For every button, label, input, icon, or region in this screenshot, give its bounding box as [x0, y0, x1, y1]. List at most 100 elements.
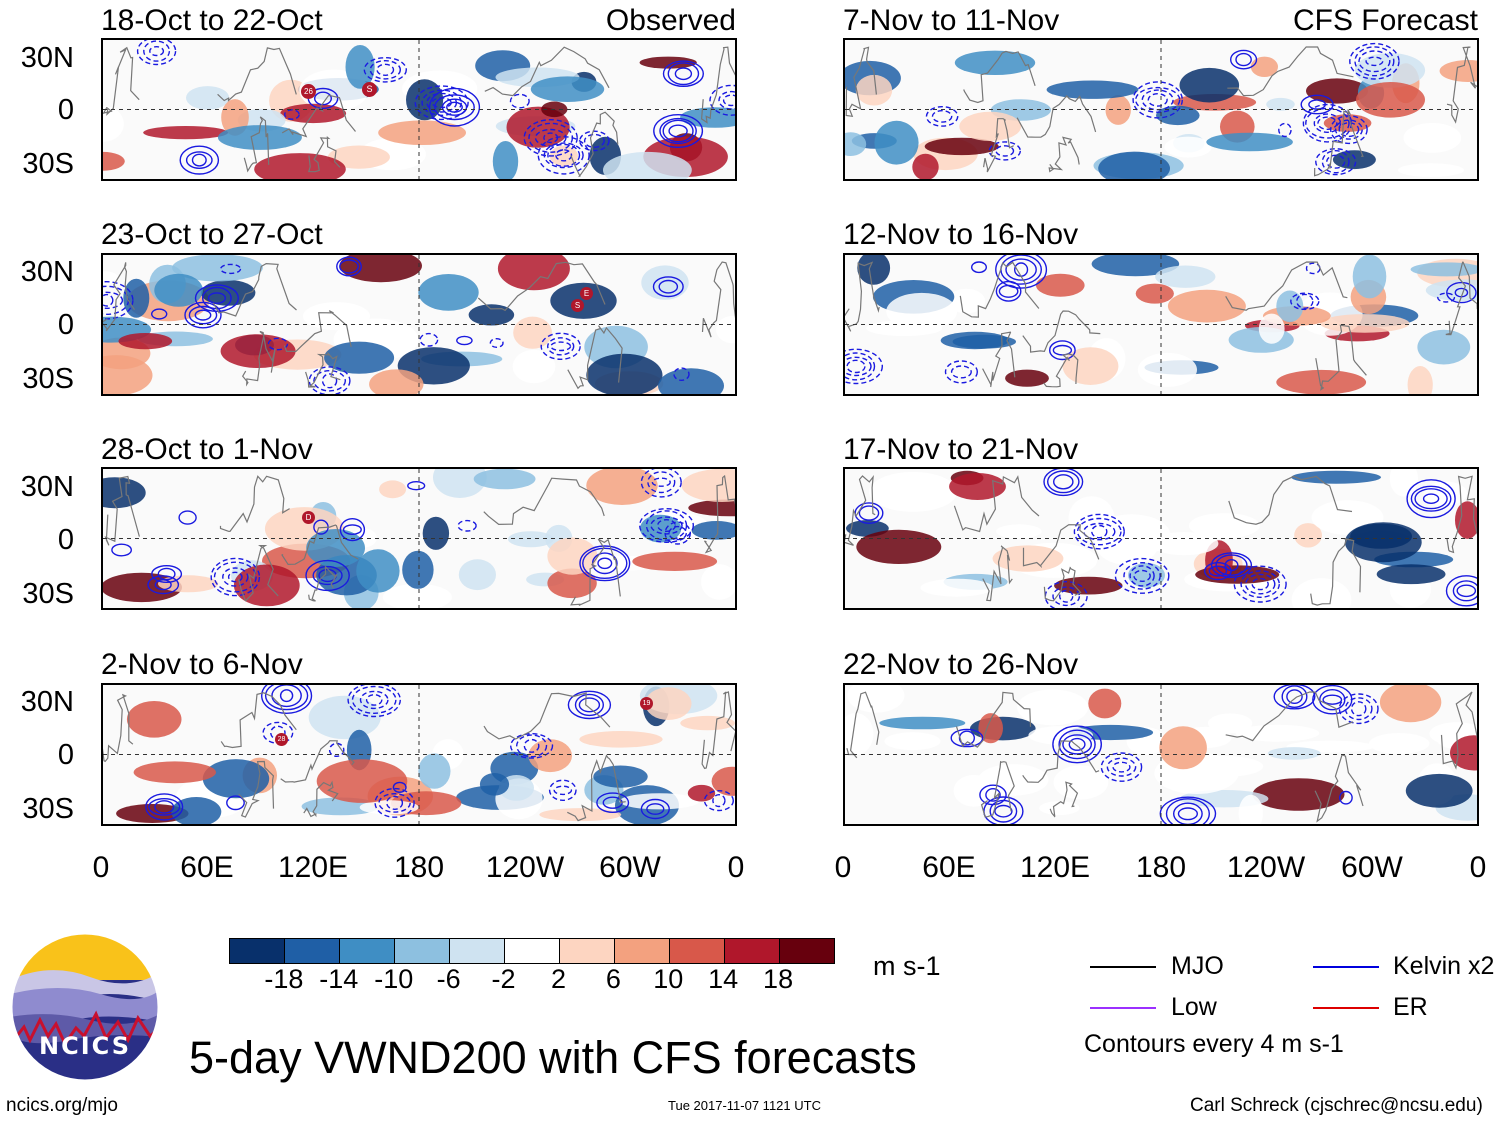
anomaly-blob [701, 564, 735, 600]
kelvin-contour [267, 337, 289, 351]
coastline [1314, 754, 1364, 823]
kelvin-contour [342, 524, 362, 535]
kelvin-contour [363, 56, 407, 83]
lat-label-30n: 30N [20, 42, 74, 74]
anomaly-blob [539, 808, 622, 822]
kelvin-contour [1281, 685, 1308, 709]
kelvin-contour [1410, 485, 1452, 512]
anomaly-blob [1135, 283, 1174, 304]
kelvin-contour [1173, 802, 1203, 824]
lon-label: 0 [834, 851, 852, 884]
kelvin-contour [154, 800, 175, 814]
coastline [567, 325, 623, 390]
kelvin-contour [1210, 552, 1253, 579]
anomaly-blob [201, 279, 256, 306]
logo-text: NCICS [39, 1032, 131, 1060]
anomaly-blob [586, 353, 663, 394]
anomaly-blob [992, 545, 1064, 572]
kelvin-contour [543, 132, 559, 144]
coastline [980, 760, 1015, 818]
kelvin-contour [378, 793, 411, 813]
kelvin-contour [351, 685, 397, 714]
kelvin-contour [210, 557, 261, 597]
coastline [1228, 475, 1353, 525]
colorbar [229, 938, 835, 964]
lon-label: 120W [485, 851, 565, 884]
kelvin-contour [369, 59, 401, 80]
kelvin-contour [998, 284, 1019, 298]
coastline [1445, 261, 1477, 336]
coastline [219, 475, 290, 533]
anomaly-blob [339, 255, 422, 283]
heatmap-svg [845, 40, 1477, 179]
kelvin-contour [1319, 688, 1346, 711]
coastline [1043, 353, 1079, 388]
coastline [281, 95, 356, 138]
kelvin-contour [1350, 701, 1367, 717]
kelvin-contour [1147, 93, 1168, 107]
lat-label-30n: 30N [20, 256, 74, 288]
anomaly-blob [845, 713, 874, 756]
kelvin-contour [431, 97, 452, 109]
panel-title-right-2: 12-Nov to 16-Nov [843, 218, 1079, 251]
coastline [846, 691, 880, 759]
kelvin-contour [271, 685, 302, 708]
coastline [845, 261, 880, 332]
anomaly-blob [1276, 290, 1304, 323]
colorbar-swatch [559, 939, 614, 963]
kelvin-contour [313, 91, 332, 106]
kelvin-contour [426, 92, 458, 113]
kelvin-contour [1326, 154, 1346, 169]
map-panel-right-2 [843, 253, 1479, 396]
anomaly-blob [1017, 689, 1089, 726]
lon-label: 60W [599, 851, 661, 884]
anomaly-blob [143, 126, 228, 140]
kelvin-contour [662, 119, 694, 143]
kelvin-contour [147, 575, 180, 595]
kelvin-contour [658, 279, 679, 294]
lon-label: 120E [277, 851, 349, 884]
anomaly-blob [1323, 114, 1372, 132]
coastline [303, 780, 339, 818]
coastline [1446, 46, 1477, 124]
coastline [1225, 261, 1348, 311]
kelvin-contour [283, 109, 300, 120]
coastline [701, 691, 735, 770]
colorbar-swatch [724, 939, 779, 963]
colorbar-swatch [230, 939, 284, 963]
kelvin-contour [386, 795, 404, 811]
anomaly-blob [947, 288, 986, 314]
kelvin-contour [305, 559, 350, 592]
anomaly-blob [716, 315, 735, 344]
kelvin-contour [1052, 474, 1074, 490]
anomaly-blob [658, 368, 724, 394]
coastline [212, 262, 297, 317]
forecast-label: CFS Forecast [1292, 4, 1478, 37]
anomaly-blob [103, 151, 125, 171]
kelvin-contour [151, 308, 168, 320]
anomaly-blob [845, 132, 867, 156]
anomaly-blob [869, 471, 958, 512]
coastline [281, 524, 359, 566]
anomaly-blob [1155, 265, 1216, 288]
anomaly-blob [924, 137, 999, 156]
kelvin-contour [1445, 575, 1477, 607]
kelvin-contour [414, 85, 469, 121]
kelvin-contour [185, 151, 213, 170]
kelvin-contour [1233, 565, 1287, 603]
anomaly-blob [1098, 151, 1170, 179]
storm-marker: 26 [301, 84, 316, 99]
kelvin-contour [264, 685, 309, 711]
kelvin-contour [1073, 513, 1125, 550]
colorbar-tick-label: -18 [264, 964, 304, 994]
anomaly-blob [171, 797, 222, 824]
lat-label-eq: 0 [57, 739, 74, 771]
anomaly-blob [103, 355, 153, 394]
kelvin-contour [567, 690, 612, 720]
coastline [483, 477, 605, 526]
kelvin-contour [308, 366, 351, 394]
kelvin-contour [392, 781, 407, 793]
legend-line-kelvin [1313, 966, 1379, 968]
kelvin-contour [1240, 570, 1281, 599]
anomaly-blob [418, 753, 451, 789]
